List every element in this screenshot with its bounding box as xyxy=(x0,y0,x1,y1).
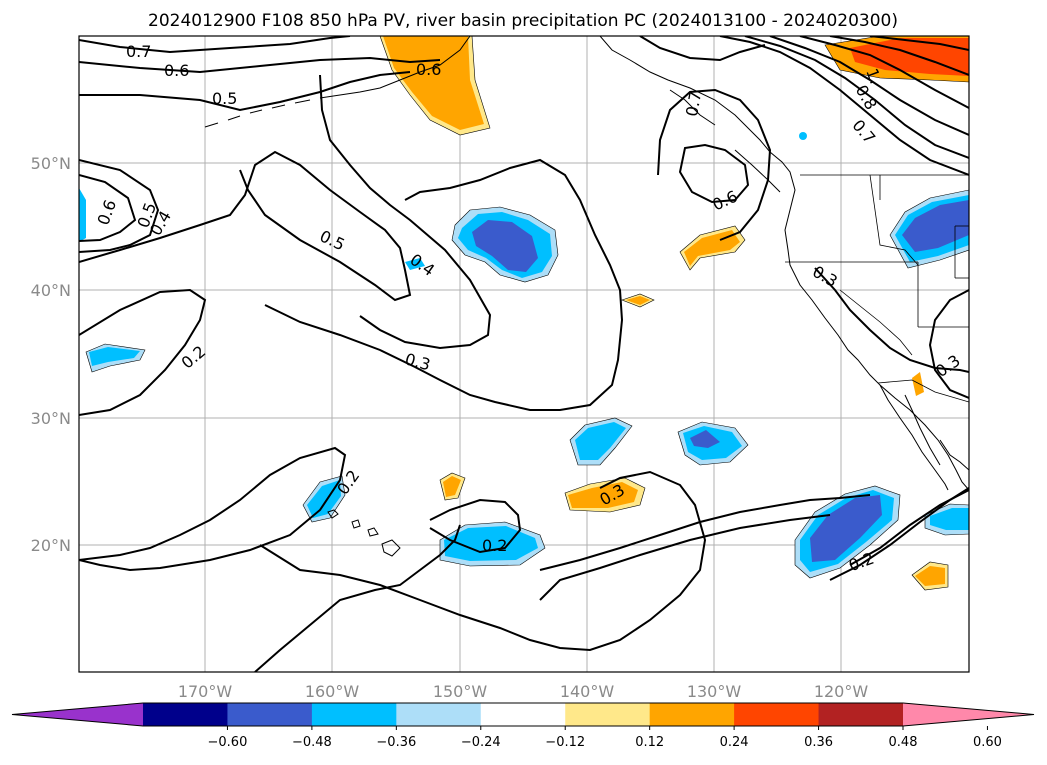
colorbar-tick-label: 0.12 xyxy=(635,735,664,750)
colorbar: −0.60 −0.48 −0.36 −0.24 −0.12 0.12 0.24 0.36 0.4… xyxy=(11,702,1035,750)
pv-contours xyxy=(79,36,969,672)
colorbar-tick-label: −0.24 xyxy=(461,735,501,750)
contour-label: 0.6 xyxy=(416,60,441,79)
colorbar-extend-max xyxy=(903,703,1034,726)
lon-label-160w: 160°W xyxy=(305,682,360,701)
colorbar-tick-label: −0.48 xyxy=(292,735,332,750)
map-frame xyxy=(78,35,970,673)
lon-label-140w: 140°W xyxy=(560,682,615,701)
colorbar-outline xyxy=(11,702,1035,727)
contour-label: 0.6 xyxy=(164,61,189,80)
lat-label-20n: 20°N xyxy=(31,536,71,555)
colorbar-segment xyxy=(649,703,735,726)
lat-label-40n: 40°N xyxy=(31,281,71,300)
map-title: 2024012900 F108 850 hPa PV, river basin … xyxy=(148,11,898,31)
contour-label: 1. xyxy=(862,66,885,87)
lon-label-120w: 120°W xyxy=(814,682,869,701)
colorbar-segment xyxy=(818,703,904,726)
colorbar-segment xyxy=(311,703,397,726)
lat-label-30n: 30°N xyxy=(31,409,71,428)
colorbar-tick-label: 0.36 xyxy=(804,735,833,750)
borders xyxy=(785,174,969,403)
lon-label-150w: 150°W xyxy=(433,682,488,701)
contour-label: 0.7 xyxy=(126,42,151,61)
colorbar-tick-label: −0.36 xyxy=(376,735,416,750)
colorbar-extend-min xyxy=(12,703,143,726)
colorbar-segment xyxy=(734,703,820,726)
colorbar-segment xyxy=(565,703,651,726)
colorbar-segment xyxy=(396,703,482,726)
colorbar-tick-label: −0.60 xyxy=(208,735,248,750)
lon-label-170w: 170°W xyxy=(178,682,233,701)
lon-labels: 170°W 160°W 150°W 140°W 130°W 120°W xyxy=(178,682,869,701)
colorbar-tick-label: 0.24 xyxy=(720,735,749,750)
colorbar-segment xyxy=(143,703,228,726)
lat-labels: 50°N 40°N 30°N 20°N xyxy=(31,154,71,555)
coastlines xyxy=(204,36,969,557)
contour-label: 0.7 xyxy=(682,90,705,118)
colorbar-tick-label: −0.12 xyxy=(545,735,585,750)
colorbar-segment xyxy=(227,703,313,726)
contour-label: 0.5 xyxy=(212,89,237,108)
lon-label-130w: 130°W xyxy=(687,682,742,701)
colorbar-segment xyxy=(480,703,566,726)
contour-label: 0.2 xyxy=(482,536,507,555)
lat-label-50n: 50°N xyxy=(31,154,71,173)
colorbar-tick-label: 0.48 xyxy=(889,735,918,750)
colorbar-tick-label: 0.60 xyxy=(973,735,1002,750)
